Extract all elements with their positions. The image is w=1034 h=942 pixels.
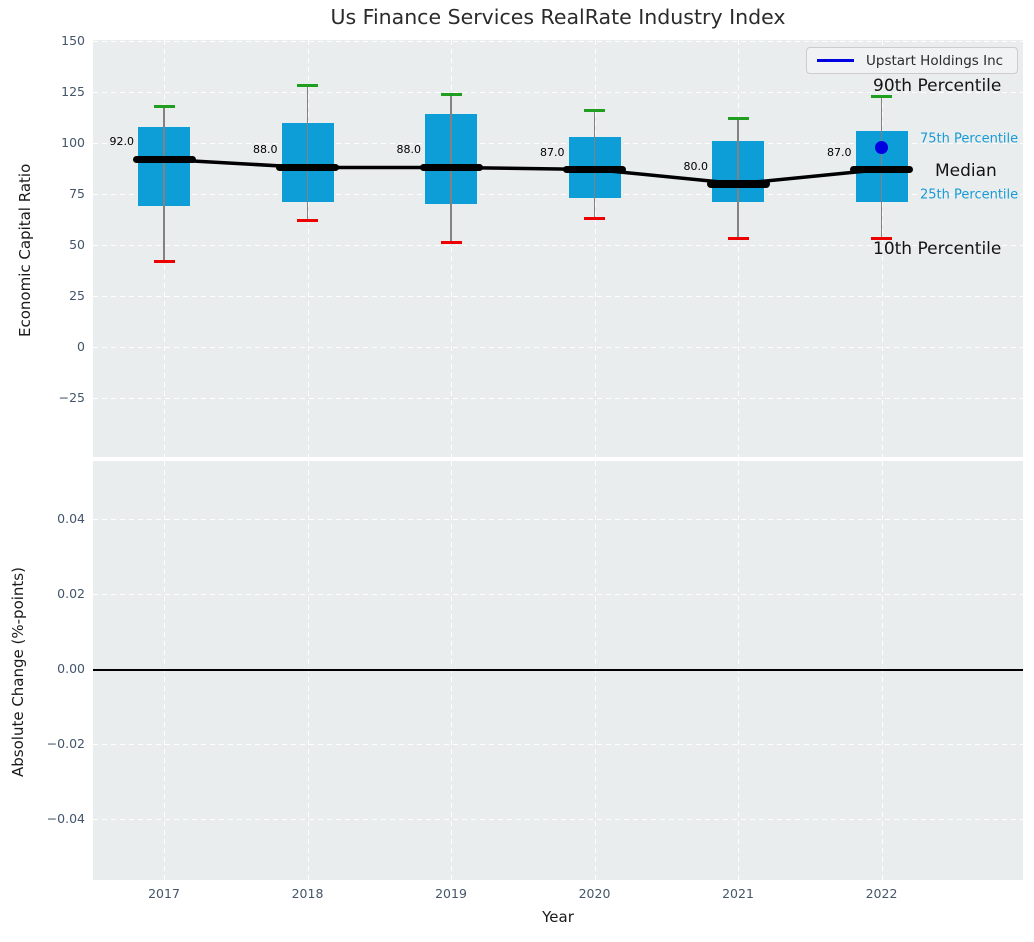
y-tick-label: −0.02 [46,736,85,751]
whisker-cap-90th-2018 [297,84,318,88]
whisker-cap-90th-2017 [153,104,175,108]
whisker-cap-10th-2019 [440,241,462,245]
whisker-cap-90th-2019 [440,92,462,96]
whisker-cap-10th-2022 [871,237,892,241]
whisker-2018 [306,85,309,221]
gridline-h [93,92,1023,94]
gridline-v [881,40,883,457]
annotation-median: Median [935,160,997,181]
bottom-axes [93,461,1023,880]
gridline-v [307,40,309,457]
y-tick-label: 75 [69,186,85,201]
gridline-v [451,40,453,457]
y-tick-label: 0.02 [57,586,85,601]
x-tick-label: 2018 [291,886,324,901]
median-value-label-2021: 80.0 [683,159,709,173]
y-tick-label: 50 [69,237,85,252]
gridline-h [93,41,1023,43]
y-tick-label: −0.04 [46,811,85,826]
x-tick-label: 2022 [865,886,898,901]
whisker-2017 [163,106,165,262]
y-tick-label: −25 [58,390,85,405]
median-value-label-2017: 92.0 [109,135,135,149]
median-segment-2021 [706,180,770,188]
x-tick-label: 2021 [722,886,754,901]
median-segment-2020 [563,165,626,174]
whisker-cap-90th-2020 [584,108,605,112]
median-value-label-2018: 88.0 [253,143,278,157]
annotation-10th-percentile: 10th Percentile [873,239,1002,259]
gridline-h [93,398,1023,400]
gridline-h [93,594,1023,596]
median-segment-2018 [276,163,339,172]
gridline-h [93,347,1023,349]
gridline-v [594,40,596,457]
median-segment-2019 [419,163,483,172]
gridline-v [738,40,740,457]
x-tick-label: 2020 [578,886,611,901]
whisker-cap-10th-2017 [153,259,175,263]
gridline-h [93,194,1023,196]
median-value-label-2022: 87.0 [827,145,852,159]
y-tick-label: 0.04 [57,511,85,526]
whisker-cap-10th-2020 [584,216,605,220]
whisker-cap-90th-2021 [727,117,749,121]
y-tick-label: 0 [77,339,85,354]
annotation-75th-percentile: 75th Percentile [920,131,1019,146]
x-tick-label: 2019 [435,886,467,901]
top-axes: 92.0 88.0 88.0 87.0 80.0 87.0 [93,40,1023,457]
median-segment-2017 [132,155,196,164]
gridline-h [93,143,1023,145]
median-value-label-2019: 88.0 [396,143,422,157]
whisker-cap-10th-2021 [727,237,749,241]
median-segment-2022 [850,165,913,174]
chart-title: Us Finance Services RealRate Industry In… [330,5,786,29]
gridline-h [93,744,1023,746]
legend-label: Upstart Holdings Inc [866,52,1004,69]
whisker-cap-10th-2018 [297,219,318,223]
annotation-90th-percentile: 90th Percentile [873,76,1002,96]
whisker-2021 [737,118,739,239]
gridline-h [93,519,1023,521]
company-point-2022 [875,140,888,154]
annotation-25th-percentile: 25th Percentile [920,187,1019,203]
y-tick-label: 100 [61,135,85,150]
gridline-h [93,819,1023,821]
y-tick-label: 0.00 [57,661,85,676]
median-value-label-2020: 87.0 [540,145,565,159]
legend: Upstart Holdings Inc [806,47,1018,74]
y-tick-label: 25 [69,288,85,303]
gridline-h [93,245,1023,247]
zero-line [93,669,1023,671]
whisker-2020 [593,110,596,219]
legend-line-sample [817,59,854,62]
y-tick-label: 150 [61,33,85,48]
y-tick-label: 125 [61,84,85,99]
gridline-h [93,296,1023,298]
gridline-v [164,40,166,457]
whisker-cap-90th-2022 [871,94,892,98]
x-tick-label: 2017 [148,886,180,901]
x-axis-label: Year [542,908,574,926]
